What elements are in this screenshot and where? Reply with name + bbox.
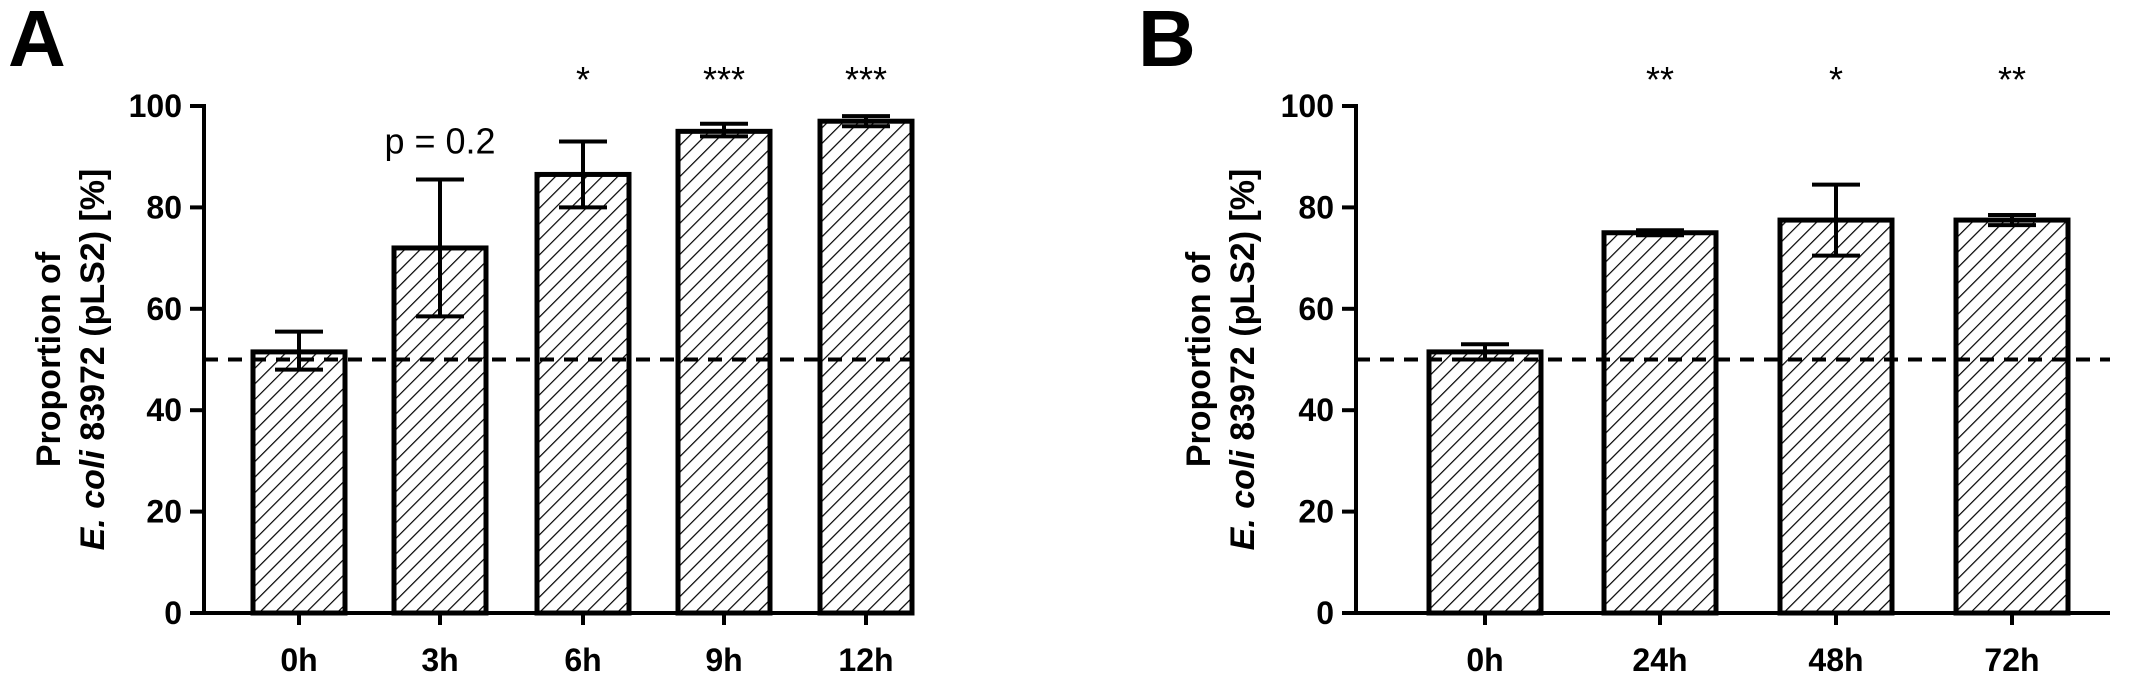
- y-tick-label: 100: [1281, 88, 1334, 124]
- significance-label-6h: *: [576, 59, 590, 100]
- y-tick-label: 0: [1316, 595, 1334, 631]
- panel-a-chart: A Proportion ofE. coli 83972 (pLS2) [%] 0 2…: [8, 0, 915, 678]
- bar-12h: [817, 118, 915, 616]
- x-tick-label-0h: 0h: [1466, 642, 1503, 678]
- x-tick-label-12h: 12h: [838, 642, 893, 678]
- y-tick-label: 100: [129, 88, 182, 124]
- y-axis-title-species: E. coli: [74, 449, 112, 551]
- x-tick-label-72h: 72h: [1984, 642, 2039, 678]
- y-tick-label: 20: [1298, 494, 1334, 530]
- y-tick-label: 80: [1298, 189, 1334, 225]
- y-tick-label: 60: [1298, 291, 1334, 327]
- significance-label-9h: ***: [703, 59, 745, 100]
- y-tick-label: 60: [146, 291, 182, 327]
- bar-9h: [675, 128, 773, 616]
- x-tick-label-9h: 9h: [705, 642, 742, 678]
- significance-label-24h: **: [1646, 59, 1674, 100]
- y-axis-title-strain: 83972 (pLS2) [%]: [74, 169, 112, 451]
- bar-72h: [1953, 217, 2071, 616]
- y-axis-title-line-1: Proportion of: [30, 251, 68, 467]
- y-axis-title-line-1: Proportion of: [1180, 251, 1218, 467]
- significance-label-12h: ***: [845, 59, 887, 100]
- bar-0h: [250, 349, 348, 616]
- significance-label-48h: *: [1829, 59, 1843, 100]
- y-tick-label: 40: [146, 392, 182, 428]
- y-tick-label: 80: [146, 189, 182, 225]
- bar-24h: [1601, 230, 1719, 616]
- bar-48h: [1777, 217, 1895, 616]
- y-axis-title-line-2: E. coli 83972 (pLS2) [%]: [1224, 169, 1262, 551]
- y-axis-title-species: E. coli: [1224, 449, 1262, 551]
- y-tick-label: 0: [164, 595, 182, 631]
- y-tick-label: 40: [1298, 392, 1334, 428]
- x-tick-label-0h: 0h: [280, 642, 317, 678]
- bar-0h: [1426, 349, 1544, 616]
- significance-label-72h: **: [1998, 59, 2026, 100]
- y-axis-title-strain: 83972 (pLS2) [%]: [1224, 169, 1262, 451]
- significance-label-3h: p = 0.2: [384, 121, 495, 162]
- y-axis-title-line-2: E. coli 83972 (pLS2) [%]: [74, 169, 112, 551]
- panel-b-chart: B Proportion ofE. coli 83972 (pLS2) [%] 0 2…: [1138, 0, 2110, 678]
- x-tick-label-24h: 24h: [1632, 642, 1687, 678]
- panel-label: A: [8, 0, 66, 83]
- x-tick-label-6h: 6h: [564, 642, 601, 678]
- x-tick-label-48h: 48h: [1808, 642, 1863, 678]
- x-tick-label-3h: 3h: [421, 642, 458, 678]
- y-tick-label: 20: [146, 494, 182, 530]
- bar-6h: [534, 171, 632, 616]
- panel-label: B: [1138, 0, 1196, 83]
